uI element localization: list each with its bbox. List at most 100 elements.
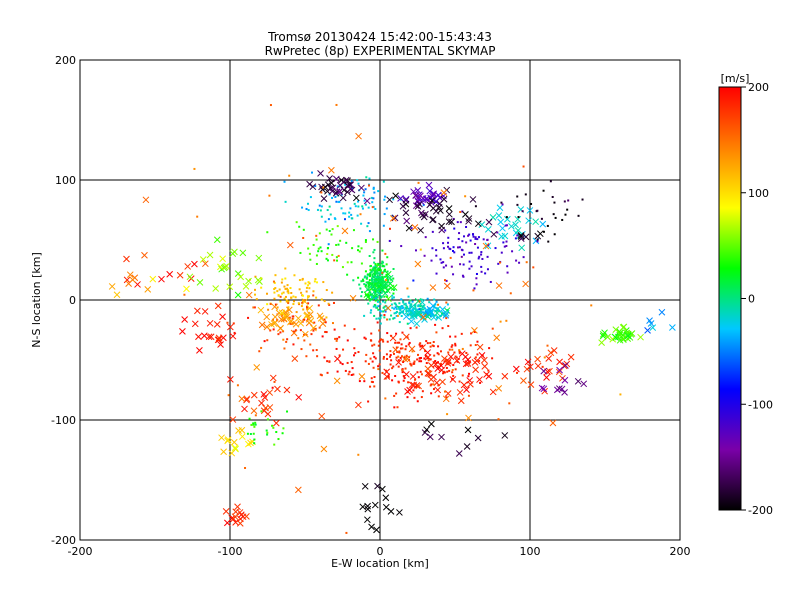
data-point-dot bbox=[543, 356, 546, 359]
data-point-dot bbox=[416, 371, 419, 374]
data-point-dot bbox=[364, 203, 367, 206]
data-point-dot bbox=[367, 302, 370, 305]
data-point-x bbox=[556, 366, 563, 374]
data-point-dot bbox=[331, 196, 334, 199]
data-point-dot bbox=[389, 350, 392, 353]
data-point-x bbox=[183, 285, 190, 293]
data-point-dot bbox=[357, 453, 360, 456]
data-point-x bbox=[453, 357, 461, 364]
colorbar-tick-label: 100 bbox=[748, 187, 769, 200]
data-point-dot bbox=[366, 225, 369, 228]
data-point-dot bbox=[422, 204, 425, 207]
data-point-dot bbox=[381, 300, 384, 303]
x-tick-label: -100 bbox=[218, 545, 243, 558]
data-point-x bbox=[257, 306, 265, 314]
data-point-x bbox=[437, 207, 444, 214]
data-point-dot bbox=[425, 340, 428, 343]
data-point-dot bbox=[403, 303, 406, 306]
data-point-x bbox=[196, 347, 203, 354]
data-point-dot bbox=[298, 225, 301, 228]
data-point-x bbox=[234, 270, 242, 277]
data-point-dot bbox=[311, 171, 314, 174]
data-point-dot bbox=[356, 214, 359, 217]
data-point-dot bbox=[253, 442, 256, 445]
data-point-dot bbox=[382, 306, 385, 309]
data-point-dot bbox=[273, 297, 276, 300]
data-point-dot bbox=[381, 273, 384, 276]
data-point-dot bbox=[343, 324, 346, 327]
data-point-dot bbox=[367, 400, 370, 403]
data-point-x bbox=[379, 485, 386, 493]
data-point-dot bbox=[315, 296, 318, 299]
data-point-dot bbox=[284, 277, 287, 280]
data-point-dot bbox=[325, 257, 328, 260]
data-point-x bbox=[524, 358, 532, 366]
data-point-x bbox=[295, 486, 302, 494]
data-point-x bbox=[361, 482, 369, 490]
data-point-dot bbox=[382, 310, 385, 313]
data-point-dot bbox=[308, 252, 311, 255]
data-point-x bbox=[534, 355, 541, 363]
data-point-x bbox=[409, 373, 417, 380]
data-point-dot bbox=[380, 314, 383, 317]
data-point-dot bbox=[401, 305, 404, 308]
data-point-dot bbox=[401, 371, 404, 374]
data-point-x bbox=[191, 260, 198, 268]
data-point-x bbox=[598, 339, 605, 346]
data-point-dot bbox=[368, 184, 371, 187]
data-point-dot bbox=[315, 349, 318, 352]
data-point-dot bbox=[430, 259, 433, 262]
data-point-dot bbox=[465, 225, 468, 228]
data-point-dot bbox=[351, 187, 354, 190]
data-point-x bbox=[126, 271, 134, 279]
data-point-dot bbox=[435, 300, 438, 303]
data-point-dot bbox=[326, 371, 329, 374]
data-point-dot bbox=[468, 362, 471, 365]
data-point-dot bbox=[351, 217, 354, 220]
data-point-dot bbox=[294, 296, 297, 299]
data-point-dot bbox=[447, 236, 450, 239]
data-point-x bbox=[255, 254, 263, 262]
data-point-dot bbox=[255, 298, 258, 301]
data-point-x bbox=[522, 280, 529, 288]
data-point-dot bbox=[278, 288, 281, 291]
data-point-x bbox=[341, 227, 349, 235]
data-point-dot bbox=[435, 249, 438, 252]
data-point-dot bbox=[447, 241, 450, 244]
data-point-x bbox=[455, 450, 463, 457]
data-point-dot bbox=[226, 321, 229, 324]
data-point-x bbox=[306, 304, 313, 312]
data-point-dot bbox=[516, 371, 519, 374]
data-point-dot bbox=[461, 210, 464, 213]
data-point-dot bbox=[474, 356, 477, 359]
data-point-dot bbox=[363, 191, 366, 194]
data-point-x bbox=[269, 374, 277, 382]
data-point-dot bbox=[287, 290, 290, 293]
data-point-dot bbox=[379, 309, 382, 312]
data-point-dot bbox=[269, 329, 272, 332]
data-point-x bbox=[561, 389, 568, 396]
data-point-dot bbox=[374, 297, 377, 300]
data-point-x bbox=[445, 218, 453, 225]
data-point-dot bbox=[267, 308, 270, 311]
data-point-dot bbox=[327, 302, 330, 305]
data-point-dot bbox=[377, 276, 380, 279]
data-point-x bbox=[485, 218, 493, 226]
data-point-dot bbox=[406, 313, 409, 316]
data-point-dot bbox=[280, 281, 283, 284]
y-tick-labels: -200 -100 0 100 200 bbox=[51, 54, 76, 547]
data-point-dot bbox=[341, 266, 344, 269]
data-point-dot bbox=[279, 300, 282, 303]
data-point-dot bbox=[378, 272, 381, 275]
data-point-x bbox=[339, 194, 347, 202]
data-point-dot bbox=[364, 239, 367, 242]
data-point-dot bbox=[422, 304, 425, 307]
data-point-x bbox=[384, 286, 391, 294]
data-point-dot bbox=[254, 414, 257, 417]
data-point-dot bbox=[424, 236, 427, 239]
data-point-dot bbox=[406, 396, 409, 399]
data-point-dot bbox=[402, 300, 405, 303]
data-point-dot bbox=[301, 300, 304, 303]
data-point-x bbox=[434, 191, 442, 199]
data-point-dot bbox=[480, 265, 483, 268]
